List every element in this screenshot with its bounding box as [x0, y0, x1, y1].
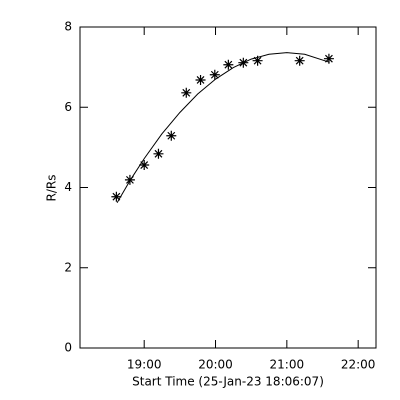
data-point [223, 59, 234, 70]
y-tick-label: 8 [64, 20, 72, 34]
data-point [195, 74, 206, 85]
y-tick-label: 6 [64, 100, 72, 114]
data-point [124, 174, 135, 185]
y-axis-label: R/Rs [45, 175, 59, 202]
plot-frame [79, 26, 377, 349]
data-point [111, 191, 122, 202]
data-point [153, 148, 164, 159]
x-tick-label: 21:00 [270, 358, 305, 372]
y-tick-label: 0 [64, 341, 72, 355]
data-point [166, 130, 177, 141]
data-point [181, 87, 192, 98]
x-tick-label: 20:00 [198, 358, 233, 372]
y-tick-label: 2 [64, 260, 72, 274]
data-point [323, 53, 334, 64]
data-point [294, 55, 305, 66]
data-point [238, 57, 249, 68]
x-tick-label: 22:00 [341, 358, 376, 372]
x-tick-label: 19:00 [127, 358, 162, 372]
data-point [252, 55, 263, 66]
fit-curve [116, 52, 330, 203]
data-point [139, 160, 150, 171]
data-point [209, 69, 220, 80]
x-axis-label: Start Time (25-Jan-23 18:06:07) [132, 375, 324, 389]
y-tick-label: 4 [64, 180, 72, 194]
